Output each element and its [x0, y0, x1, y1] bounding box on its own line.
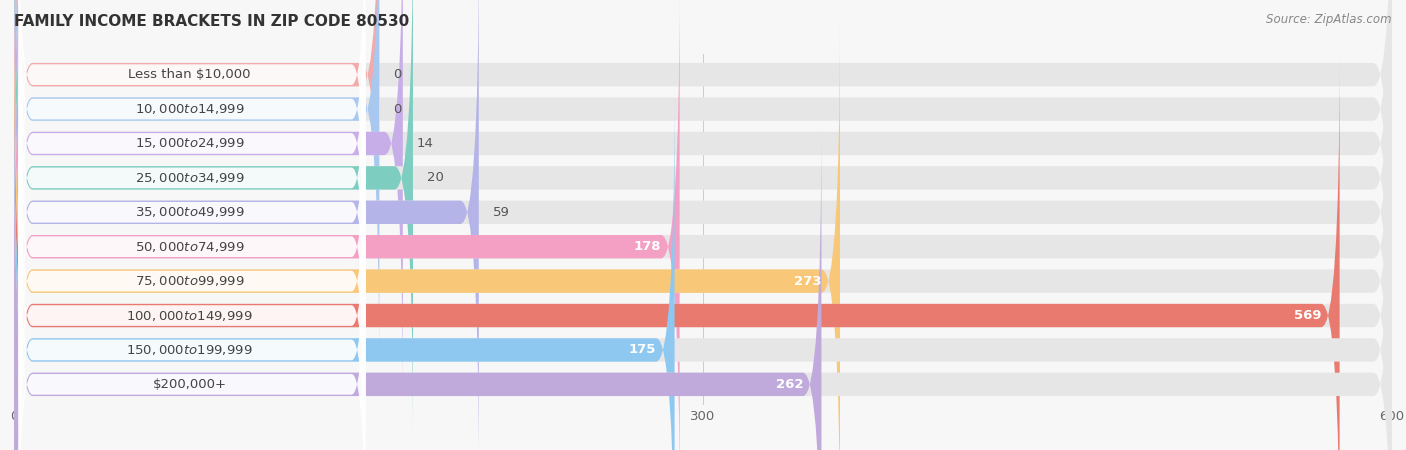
FancyBboxPatch shape [18, 0, 366, 374]
FancyBboxPatch shape [14, 0, 1392, 373]
FancyBboxPatch shape [14, 0, 1392, 407]
FancyBboxPatch shape [14, 52, 1340, 450]
FancyBboxPatch shape [14, 86, 1392, 450]
Text: $35,000 to $49,999: $35,000 to $49,999 [135, 205, 245, 219]
FancyBboxPatch shape [14, 0, 404, 407]
FancyBboxPatch shape [14, 0, 679, 450]
FancyBboxPatch shape [18, 119, 366, 450]
FancyBboxPatch shape [14, 86, 675, 450]
Text: Less than $10,000: Less than $10,000 [128, 68, 252, 81]
Text: 178: 178 [634, 240, 661, 253]
Text: $15,000 to $24,999: $15,000 to $24,999 [135, 136, 245, 150]
FancyBboxPatch shape [14, 0, 479, 450]
Text: FAMILY INCOME BRACKETS IN ZIP CODE 80530: FAMILY INCOME BRACKETS IN ZIP CODE 80530 [14, 14, 409, 28]
FancyBboxPatch shape [14, 52, 1392, 450]
FancyBboxPatch shape [18, 0, 366, 340]
Text: 569: 569 [1294, 309, 1322, 322]
Text: $50,000 to $74,999: $50,000 to $74,999 [135, 240, 245, 254]
FancyBboxPatch shape [14, 0, 1392, 441]
FancyBboxPatch shape [18, 0, 366, 305]
Text: 14: 14 [416, 137, 433, 150]
FancyBboxPatch shape [18, 85, 366, 450]
FancyBboxPatch shape [14, 0, 1392, 338]
Text: 0: 0 [394, 103, 401, 116]
FancyBboxPatch shape [14, 121, 1392, 450]
FancyBboxPatch shape [14, 0, 380, 373]
Text: 20: 20 [427, 171, 444, 184]
FancyBboxPatch shape [14, 0, 1392, 450]
Text: 175: 175 [628, 343, 657, 356]
Text: $10,000 to $14,999: $10,000 to $14,999 [135, 102, 245, 116]
FancyBboxPatch shape [14, 0, 1392, 450]
Text: 59: 59 [492, 206, 509, 219]
FancyBboxPatch shape [18, 154, 366, 450]
Text: $150,000 to $199,999: $150,000 to $199,999 [127, 343, 253, 357]
FancyBboxPatch shape [18, 188, 366, 450]
Text: 273: 273 [794, 274, 821, 288]
Text: $75,000 to $99,999: $75,000 to $99,999 [135, 274, 245, 288]
Text: 262: 262 [776, 378, 803, 391]
Text: 0: 0 [394, 68, 401, 81]
Text: Source: ZipAtlas.com: Source: ZipAtlas.com [1267, 14, 1392, 27]
FancyBboxPatch shape [14, 18, 1392, 450]
FancyBboxPatch shape [14, 0, 380, 338]
Text: $200,000+: $200,000+ [153, 378, 226, 391]
Text: $25,000 to $34,999: $25,000 to $34,999 [135, 171, 245, 185]
FancyBboxPatch shape [18, 50, 366, 443]
Text: $100,000 to $149,999: $100,000 to $149,999 [127, 309, 253, 323]
FancyBboxPatch shape [14, 121, 821, 450]
FancyBboxPatch shape [18, 16, 366, 409]
FancyBboxPatch shape [14, 0, 413, 441]
FancyBboxPatch shape [18, 0, 366, 271]
FancyBboxPatch shape [14, 18, 839, 450]
